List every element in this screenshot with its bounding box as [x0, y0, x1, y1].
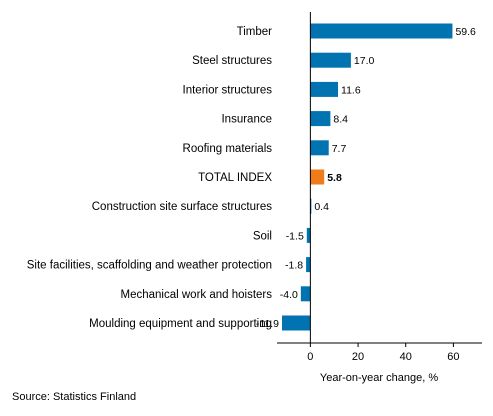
bar	[306, 257, 311, 273]
category-label: Moulding equipment and supporting	[89, 318, 272, 330]
bar	[310, 52, 351, 68]
x-tick-label: 20	[352, 351, 364, 363]
bar	[310, 81, 339, 97]
bar	[310, 169, 325, 185]
x-tick-label: 60	[447, 351, 459, 363]
category-label: TOTAL INDEX	[198, 172, 272, 184]
bar	[300, 286, 311, 302]
data-label: 17.0	[354, 55, 375, 67]
category-label: Site facilities, scaffolding and weather…	[27, 260, 272, 272]
category-label: Soil	[253, 230, 272, 242]
bar	[306, 227, 311, 243]
category-label: Interior structures	[183, 84, 273, 96]
category-label: Insurance	[221, 114, 272, 126]
data-label: 8.4	[333, 114, 348, 126]
category-label: Roofing materials	[183, 143, 273, 155]
data-label: -11.9	[256, 318, 279, 330]
bar	[282, 315, 311, 331]
bar	[310, 111, 331, 127]
category-label: Construction site surface structures	[92, 201, 272, 213]
data-label: -4.0	[280, 289, 298, 301]
category-label: Steel structures	[192, 55, 272, 67]
bar	[310, 23, 453, 39]
x-tick-label: 0	[307, 351, 313, 363]
data-label: 0.4	[314, 201, 329, 213]
data-label: -1.8	[285, 260, 303, 272]
data-label: 59.6	[455, 26, 476, 38]
x-tick-label: 40	[400, 351, 412, 363]
source-note: Source: Statistics Finland	[12, 391, 137, 403]
category-label: Mechanical work and hoisters	[121, 289, 273, 301]
data-label: 7.7	[332, 143, 347, 155]
data-label: 5.8	[327, 172, 342, 184]
data-label: 11.6	[341, 84, 361, 96]
bar	[310, 140, 329, 156]
category-label: Timber	[237, 26, 273, 38]
data-label: -1.5	[286, 230, 304, 242]
x-axis-title: Year-on-year change, %	[320, 372, 438, 384]
